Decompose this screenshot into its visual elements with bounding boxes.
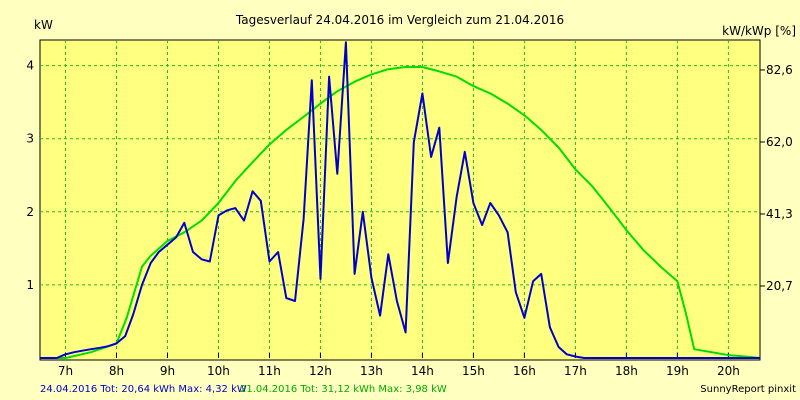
x-tick-label: 15h [462,364,485,378]
x-tick-label: 18h [615,364,638,378]
y-left-tick-label: 4 [26,59,34,73]
tick-labels: 7h 8h 9h 10h 11h 12h 13h 14h 15h 16h 17h 18h 19h 20h 1… [26,59,792,378]
x-tick-label: 13h [360,364,383,378]
x-tick-label: 17h [564,364,587,378]
y-axis-left-label: kW [34,18,53,32]
x-tick-label: 7h [58,364,73,378]
y-right-tick-label: 41,3 [766,207,793,221]
x-tick-label: 14h [411,364,434,378]
chart-title: Tagesverlauf 24.04.2016 im Vergleich zum… [235,13,564,27]
x-tick-label: 10h [207,364,230,378]
y-axis-right-label: kW/kWp [%] [722,24,796,38]
footer-series1-summary: 24.04.2016 Tot: 20,64 kWh Max: 4,32 kW [40,384,247,395]
plot-area [39,39,761,361]
y-left-tick-label: 2 [26,205,34,219]
grid-lines [40,40,765,358]
y-right-tick-label: 62,0 [766,135,793,149]
y-left-tick-label: 1 [26,278,34,292]
x-tick-label: 11h [258,364,281,378]
y-left-tick-label: 3 [26,132,34,146]
x-tick-label: 20h [717,364,740,378]
footer-series2-summary: 21.04.2016 Tot: 31,12 kWh Max: 3,98 kW [240,384,447,395]
y-right-tick-label: 20,7 [766,279,793,293]
y-right-tick-label: 82,6 [766,63,793,77]
x-tick-label: 9h [160,364,175,378]
x-tick-label: 8h [109,364,124,378]
series-line-24-04-2016 [40,41,760,359]
x-tick-label: 19h [666,364,689,378]
series-lines [40,41,761,359]
series-line-21-04-2016 [40,66,761,359]
footer-credit: SunnyReport pinxit [700,384,796,395]
x-tick-label: 12h [309,364,332,378]
x-tick-label: 16h [513,364,536,378]
